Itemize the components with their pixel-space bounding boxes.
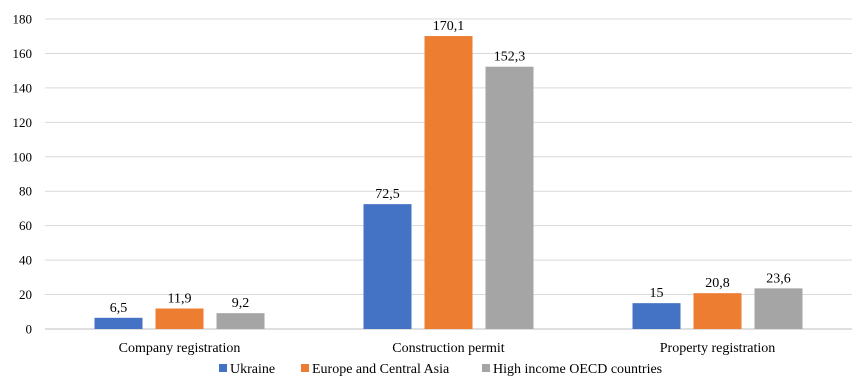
y-tick-label: 100 <box>13 149 33 164</box>
y-tick-label: 40 <box>19 253 32 268</box>
data-label: 152,3 <box>494 50 526 65</box>
data-label: 6,5 <box>110 301 128 316</box>
bar <box>693 293 742 329</box>
legend-swatch <box>482 364 490 372</box>
legend-swatch <box>301 364 309 372</box>
y-tick-label: 180 <box>13 12 33 27</box>
legend-label: Europe and Central Asia <box>312 362 450 377</box>
y-tick-label: 120 <box>13 115 33 130</box>
data-label: 170,1 <box>433 19 465 34</box>
data-label: 15 <box>650 286 664 301</box>
y-tick-label: 160 <box>13 46 33 61</box>
category-labels: Company registration Construction permit P… <box>119 341 776 356</box>
y-tick-label: 0 <box>26 322 33 337</box>
bar <box>216 313 265 329</box>
data-label: 72,5 <box>375 187 400 202</box>
data-label: 11,9 <box>168 292 192 307</box>
data-label: 9,2 <box>232 296 250 311</box>
bar <box>754 288 803 329</box>
bar <box>155 308 204 329</box>
bar <box>485 66 534 329</box>
legend-label: High income OECD countries <box>493 362 662 377</box>
category-label: Property registration <box>660 341 775 356</box>
legend: Ukraine Europe and Central Asia High incom… <box>219 362 662 377</box>
data-label: 23,6 <box>766 271 791 286</box>
data-label: 20,8 <box>705 276 730 291</box>
legend-label: Ukraine <box>230 362 275 377</box>
legend-swatch <box>219 364 227 372</box>
y-tick-label: 140 <box>13 80 33 95</box>
y-tick-label: 60 <box>19 218 32 233</box>
bar <box>94 317 143 329</box>
bar <box>363 204 412 329</box>
bars <box>94 36 803 330</box>
y-tick-label: 20 <box>19 287 32 302</box>
bar <box>632 303 681 329</box>
category-label: Construction permit <box>392 341 504 356</box>
bar <box>424 36 473 330</box>
y-axis-ticks: 0 20 40 60 80 100 120 140 160 180 <box>13 12 33 337</box>
y-tick-label: 80 <box>19 184 32 199</box>
data-labels: 6,5 11,9 9,2 72,5 170,1 152,3 15 20,8 23,6 <box>110 19 791 316</box>
category-label: Company registration <box>119 341 241 356</box>
